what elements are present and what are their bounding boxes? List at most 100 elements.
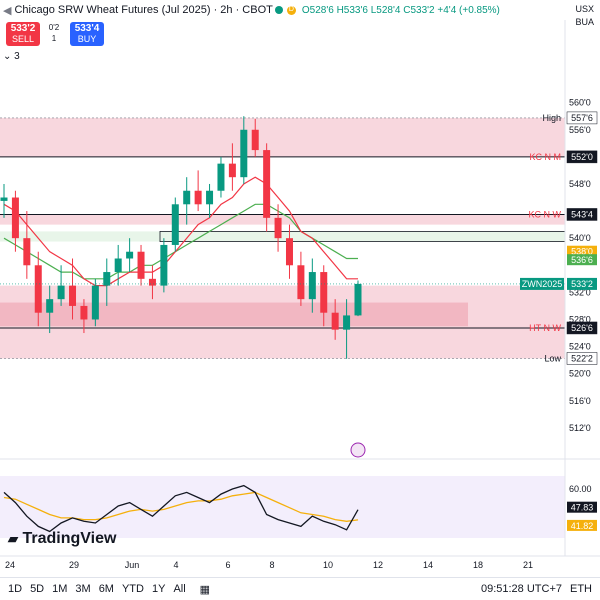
chevron-down-icon: ⌄: [3, 51, 12, 62]
y-tick-label: 532'0: [569, 287, 591, 297]
buy-label: BUY: [77, 34, 97, 44]
x-tick-label: 10: [323, 560, 333, 570]
quantity-value: 1: [51, 34, 57, 43]
timeframe-3m[interactable]: 3M: [75, 583, 91, 595]
level-price-box: [566, 352, 598, 365]
clock[interactable]: 09:51:28 UTC+7: [480, 583, 562, 595]
price-zone: [0, 231, 565, 242]
currency-sub-label: BUA: [575, 17, 594, 27]
price-zone: [0, 302, 468, 327]
tradingview-logo-icon: ▰: [8, 531, 18, 546]
indicators-toggle[interactable]: ⌄ 3: [3, 51, 20, 62]
y-tick-label: 520'0: [569, 369, 591, 379]
currency-selector[interactable]: USX BUA: [575, 3, 594, 29]
lightning-icon: [350, 442, 366, 458]
x-tick-label: 14: [423, 560, 433, 570]
candle-body: [69, 285, 77, 306]
ema-line: [3, 176, 358, 287]
buy-button[interactable]: 533'4 BUY: [70, 22, 104, 46]
x-tick-label: 18: [473, 560, 483, 570]
rsi-value-box: [567, 501, 597, 513]
candle-body: [126, 251, 134, 259]
candle-body: [320, 272, 328, 313]
candle-body: [183, 190, 191, 205]
timeframe-1m[interactable]: 1M: [52, 583, 68, 595]
candle-body: [57, 285, 65, 300]
level-price-label: 522'2: [571, 353, 593, 363]
candle-body: [103, 272, 111, 286]
candle-body: [308, 272, 316, 300]
level-price-label: 543'4: [571, 209, 593, 219]
level-label: High: [542, 113, 561, 123]
candle-body: [46, 299, 54, 313]
timeframe-1y[interactable]: 1Y: [151, 583, 166, 595]
candle-body: [23, 238, 31, 266]
x-tick-label: 29: [69, 560, 79, 570]
ma-price-box: [567, 245, 597, 257]
spread-indicator: 0'2 1: [44, 22, 64, 46]
candle-body: [251, 129, 259, 151]
ohlc-readout: O528'6 H533'6 L528'4 C533'2 +4'4 (+0.85%…: [301, 4, 500, 16]
y-tick-label: 524'0: [569, 342, 591, 352]
symbol-title[interactable]: Chicago SRW Wheat Futures (Jul 2025) · 2…: [14, 4, 273, 16]
candle-body: [148, 278, 156, 286]
candle-body: [91, 285, 99, 320]
candle-body: [11, 197, 19, 239]
y-tick-label: 512'0: [569, 423, 591, 433]
level-price-box: [566, 150, 598, 164]
rsi-signal-line: [3, 491, 359, 522]
rsi-band: [0, 476, 565, 538]
timeframe-all[interactable]: All: [173, 583, 186, 595]
candle-body: [343, 315, 351, 330]
candle-body: [0, 197, 8, 201]
market-status-icon: [274, 6, 283, 14]
calendar-icon[interactable]: ▦: [199, 583, 211, 596]
y-tick-label: 548'0: [569, 179, 591, 189]
y-tick-label: 560'0: [569, 98, 591, 108]
last-price-label: 533'2: [571, 279, 593, 289]
x-tick-label: Jun: [125, 560, 140, 570]
candle-body: [274, 217, 282, 239]
candle-body: [285, 238, 293, 266]
candle-body: [194, 190, 202, 205]
price-zone: [0, 117, 565, 157]
level-label: KC N W: [529, 209, 562, 219]
tradingview-logo-text: TradingView: [22, 530, 117, 547]
chart-header: ◀ Chicago SRW Wheat Futures (Jul 2025) ·…: [0, 0, 500, 20]
level-price-box: [566, 321, 598, 335]
level-price-label: 526'6: [571, 323, 593, 333]
timeframe-6m[interactable]: 6M: [98, 583, 114, 595]
candle-body: [263, 150, 271, 218]
sell-button[interactable]: 533'2 SELL: [6, 22, 40, 46]
y-tick-label: 516'0: [569, 396, 591, 406]
symbol-tag-box: [520, 277, 564, 290]
level-price-box: [566, 111, 598, 125]
level-label: Low: [544, 353, 561, 363]
timeframe-ytd[interactable]: YTD: [121, 583, 144, 595]
x-tick-label: 24: [5, 560, 15, 570]
y-tick-label: 528'0: [569, 314, 591, 324]
candle-body: [114, 258, 122, 273]
level-price-box: [566, 208, 598, 221]
price-zone: [0, 214, 565, 225]
level-price-label: 557'6: [571, 113, 593, 123]
candle-body: [80, 305, 88, 320]
candle-body: [228, 163, 236, 178]
timeframe-5d[interactable]: 5D: [30, 583, 45, 595]
candle-body: [34, 265, 42, 313]
candle-body: [217, 163, 225, 191]
candle-body: [331, 312, 339, 330]
session-label[interactable]: ETH: [570, 583, 592, 595]
back-arrow-icon[interactable]: ◀: [3, 4, 12, 17]
ma-price-label: 536'6: [571, 255, 593, 265]
ma-price-label: 538'0: [571, 247, 593, 257]
candle-body: [206, 190, 214, 205]
timeframe-bar: 1D 5D 1M 3M 6M YTD 1Y All ▦ 09:51:28 UTC…: [0, 577, 600, 600]
indicator-count: 3: [14, 51, 20, 62]
timeframe-1d[interactable]: 1D: [8, 583, 23, 595]
level-label: KC N M: [530, 152, 562, 162]
ma-price-box: [567, 254, 597, 266]
level-label: HT N W: [529, 323, 561, 333]
rsi-line: [3, 484, 359, 533]
